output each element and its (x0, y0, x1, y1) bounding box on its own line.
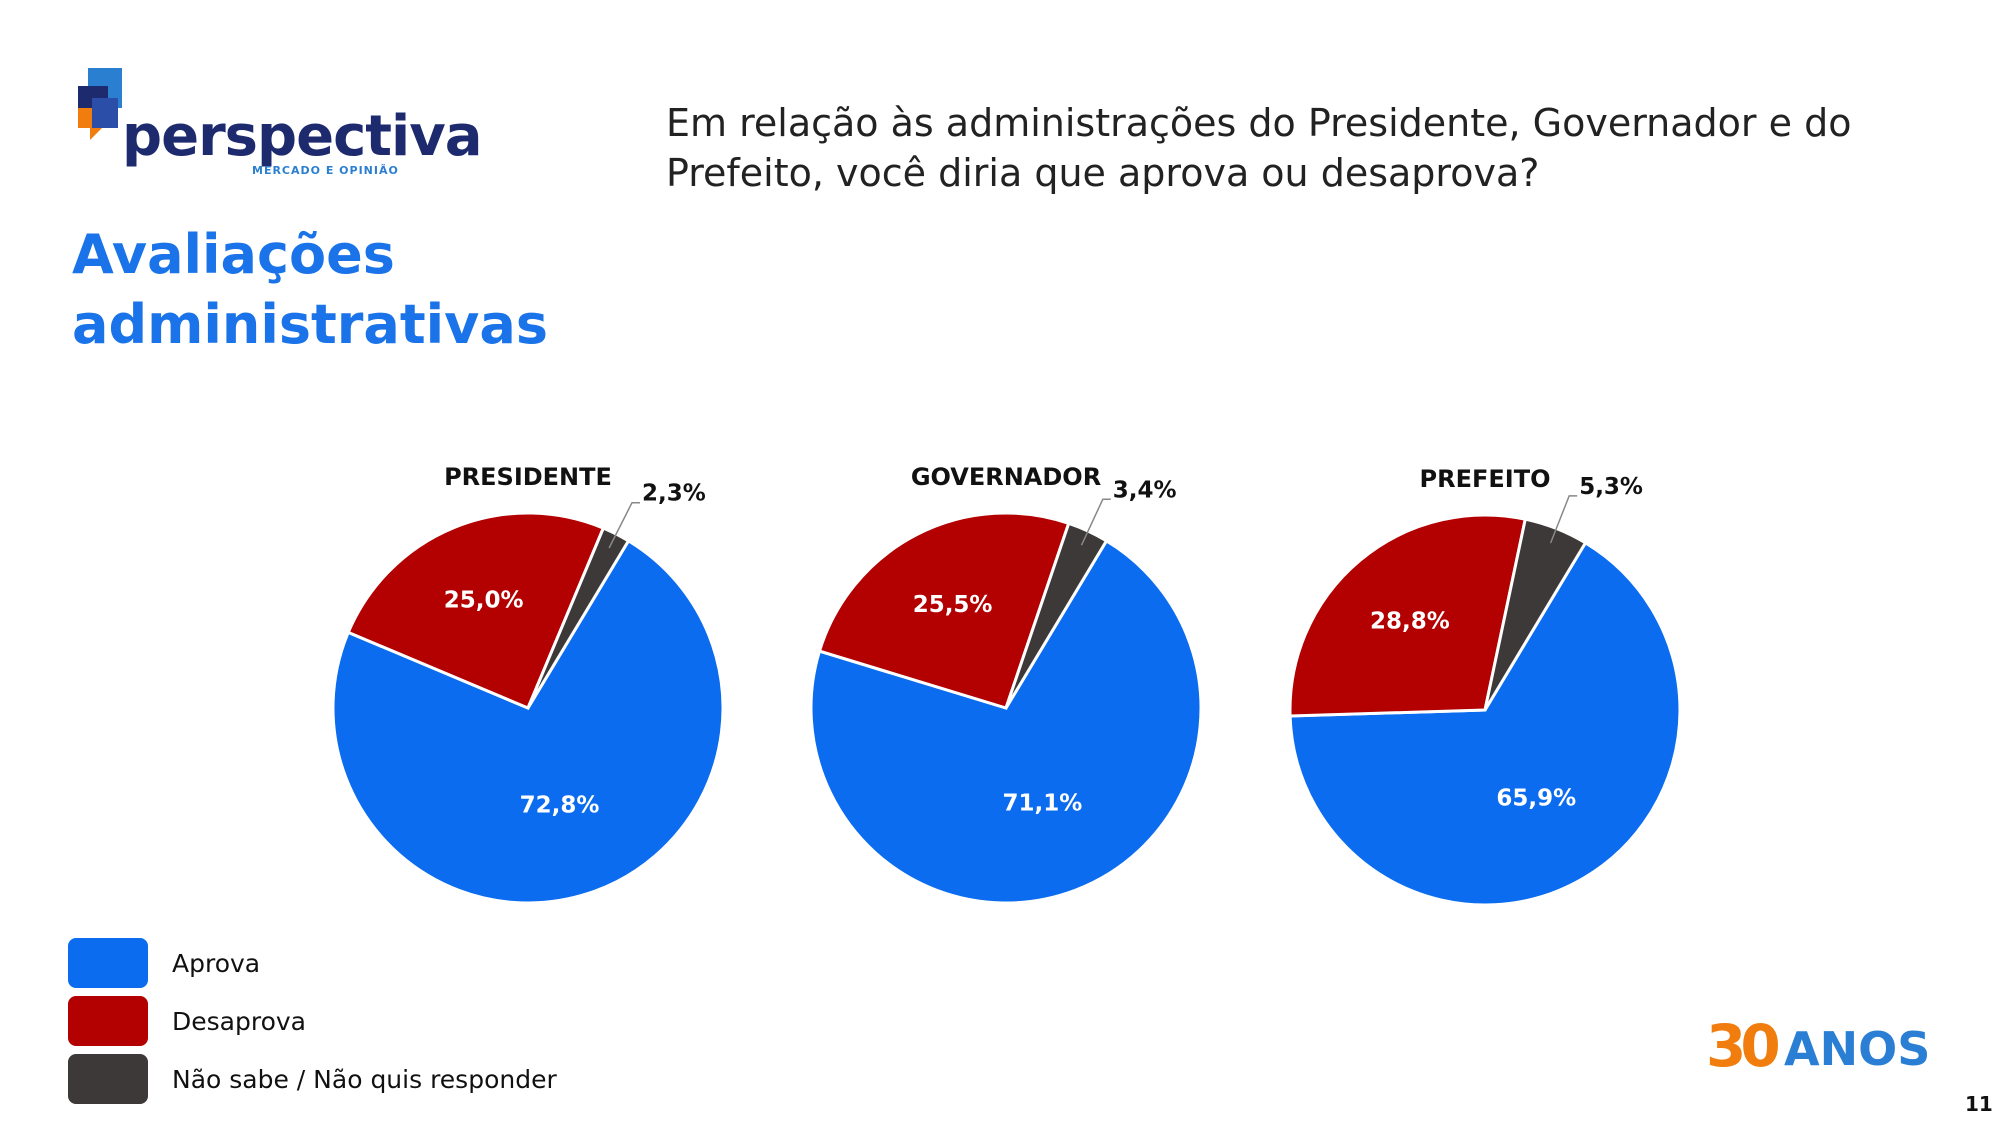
legend-item-nao-sabe: Não sabe / Não quis responder (68, 1050, 557, 1108)
legend-item-aprova: Aprova (68, 934, 557, 992)
legend-label: Não sabe / Não quis responder (172, 1064, 557, 1094)
page-title: Avaliações administrativas (72, 223, 548, 356)
survey-question: Em relação às administrações do Presiden… (666, 101, 1852, 195)
leader-line (608, 501, 640, 549)
legend-swatch-nao-sabe (68, 1054, 148, 1104)
legend: Aprova Desaprova Não sabe / Não quis res… (68, 934, 557, 1108)
anniversary-badge: 30 ANOS (1706, 1012, 1932, 1082)
slice-label-desaprova: 25,0% (444, 588, 524, 614)
slice-label-nao-sabe: 3,4% (1113, 477, 1177, 503)
slice-label-desaprova: 28,8% (1370, 608, 1450, 634)
slice-label-desaprova: 25,5% (913, 592, 993, 618)
pie-slice-aprova (1288, 540, 1682, 907)
pie-slice-aprova (331, 538, 725, 905)
chart-title: PREFEITO (1420, 465, 1551, 493)
logo-subtitle: MERCADO E OPINIÃO (252, 164, 399, 177)
perspectiva-logo: perspectiva MERCADO E OPINIÃO (74, 66, 483, 186)
legend-swatch-desaprova (68, 996, 148, 1046)
anniversary-word: ANOS (1784, 1022, 1931, 1076)
logo-wordmark: perspectiva (122, 104, 483, 169)
anniversary-number: 30 (1706, 1012, 1781, 1080)
slice-label-aprova: 71,1% (1003, 791, 1083, 817)
slice-label-nao-sabe: 2,3% (642, 481, 706, 507)
pie-slice-desaprova (1288, 513, 1528, 718)
pie-slice-desaprova (346, 511, 606, 710)
chart-title: GOVERNADOR (911, 463, 1101, 491)
leader-line (1080, 498, 1111, 546)
chart-title: PRESIDENTE (444, 463, 612, 491)
pie-slice-aprova (809, 538, 1203, 905)
leader-line (1549, 495, 1578, 544)
legend-label: Aprova (172, 948, 261, 978)
pie-slice-desaprova (817, 511, 1071, 710)
speech-bubbles-icon (78, 68, 122, 140)
slice-label-nao-sabe: 5,3% (1579, 474, 1643, 500)
legend-item-desaprova: Desaprova (68, 992, 557, 1050)
page-number: 11 (1965, 1092, 1993, 1116)
slice-label-aprova: 72,8% (520, 792, 600, 818)
legend-label: Desaprova (172, 1006, 306, 1036)
slice-label-aprova: 65,9% (1496, 786, 1576, 812)
legend-swatch-aprova (68, 938, 148, 988)
